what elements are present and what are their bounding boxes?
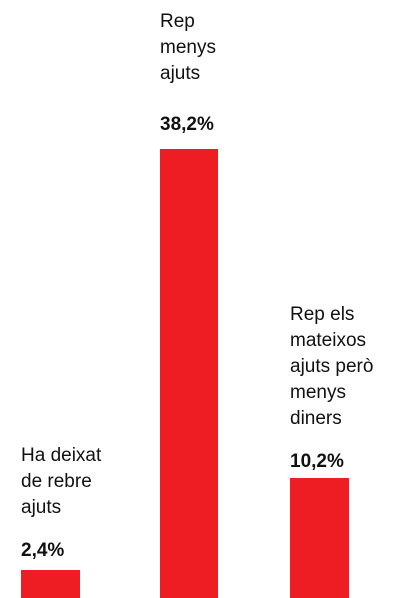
bar-rep-menys <box>160 149 218 598</box>
bar-rep-els-mateixos <box>290 478 349 598</box>
value-label-rep-els-mateixos: 10,2% <box>290 451 344 472</box>
category-label-rep-menys: Rep menys ajuts <box>160 11 216 84</box>
category-label-ha-deixat: Ha deixat de rebre ajuts <box>21 445 102 518</box>
category-label-rep-els-mateixos: Rep els mateixos ajuts però menys diners <box>290 304 374 429</box>
value-label-ha-deixat: 2,4% <box>21 540 65 561</box>
bar-ha-deixat <box>21 569 80 598</box>
value-label-rep-menys: 38,2% <box>160 114 214 135</box>
